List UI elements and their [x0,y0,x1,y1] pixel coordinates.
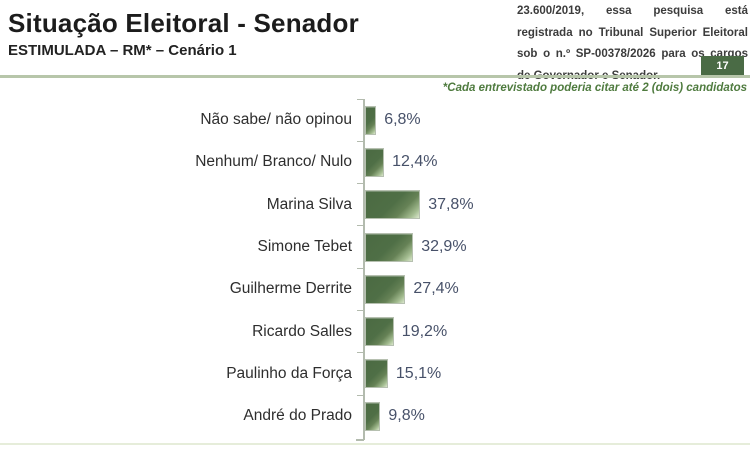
bar-cell: 37,8% [352,184,640,226]
page-subtitle: ESTIMULADA – RM* – Cenário 1 [8,42,237,59]
bar-cell: 12,4% [352,141,640,183]
category-label: André do Prado [243,407,352,425]
bar [364,190,421,220]
bar-cell: 9,8% [352,395,640,437]
bar [364,232,414,262]
bar [364,105,377,135]
bar-chart: Não sabe/ não opinou 6,8% Nenhum/ Branco/ … [0,98,640,444]
category-label: Guilherme Derrite [229,280,352,298]
bar [364,147,385,177]
bar-row: Não sabe/ não opinou 6,8% [0,98,640,141]
bar-cell: 27,4% [352,268,640,310]
y-axis-line [363,99,365,440]
category-label: Não sabe/ não opinou [200,111,352,129]
bar-row: André do Prado 9,8% [0,394,640,437]
bottom-divider [0,443,750,445]
category-label: Simone Tebet [257,238,353,256]
bar-cell: 15,1% [352,353,640,395]
chart-footnote: *Cada entrevistado poderia citar até 2 (… [442,82,747,94]
bar-row: Paulinho da Força 15,1% [0,352,640,395]
page-title: Situação Eleitoral - Senador [8,8,359,38]
bar [364,317,394,347]
value-label: 32,9% [421,238,467,256]
category-label: Marina Silva [266,195,352,213]
page-number-badge: 17 [701,56,744,75]
bar [364,359,388,389]
bar-cell: 6,8% [352,99,640,141]
bar-rows: Não sabe/ não opinou 6,8% Nenhum/ Branco/ … [0,98,640,437]
bar [364,274,406,304]
bar-row: Ricardo Salles 19,2% [0,309,640,352]
header-divider [0,75,750,78]
value-label: 19,2% [401,322,448,340]
value-label: 12,4% [392,153,438,171]
bar-row: Nenhum/ Branco/ Nulo 12,4% [0,140,640,183]
bar-cell: 32,9% [352,226,640,268]
value-label: 6,8% [384,111,421,129]
bar [364,401,381,431]
category-label: Ricardo Salles [252,322,352,340]
value-label: 37,8% [428,195,474,213]
bar-row: Guilherme Derrite 27,4% [0,267,640,310]
title-block: Situação Eleitoral - Senador ESTIMULADA … [8,8,359,59]
value-label: 9,8% [388,407,425,425]
category-label: Paulinho da Força [226,364,352,382]
value-label: 27,4% [413,280,459,298]
bar-cell: 19,2% [352,310,640,352]
value-label: 15,1% [395,364,442,382]
axis-bottom-tick [356,439,364,441]
bar-row: Simone Tebet 32,9% [0,225,640,268]
bar-row: Marina Silva 37,8% [0,183,640,226]
category-label: Nenhum/ Branco/ Nulo [195,153,352,171]
